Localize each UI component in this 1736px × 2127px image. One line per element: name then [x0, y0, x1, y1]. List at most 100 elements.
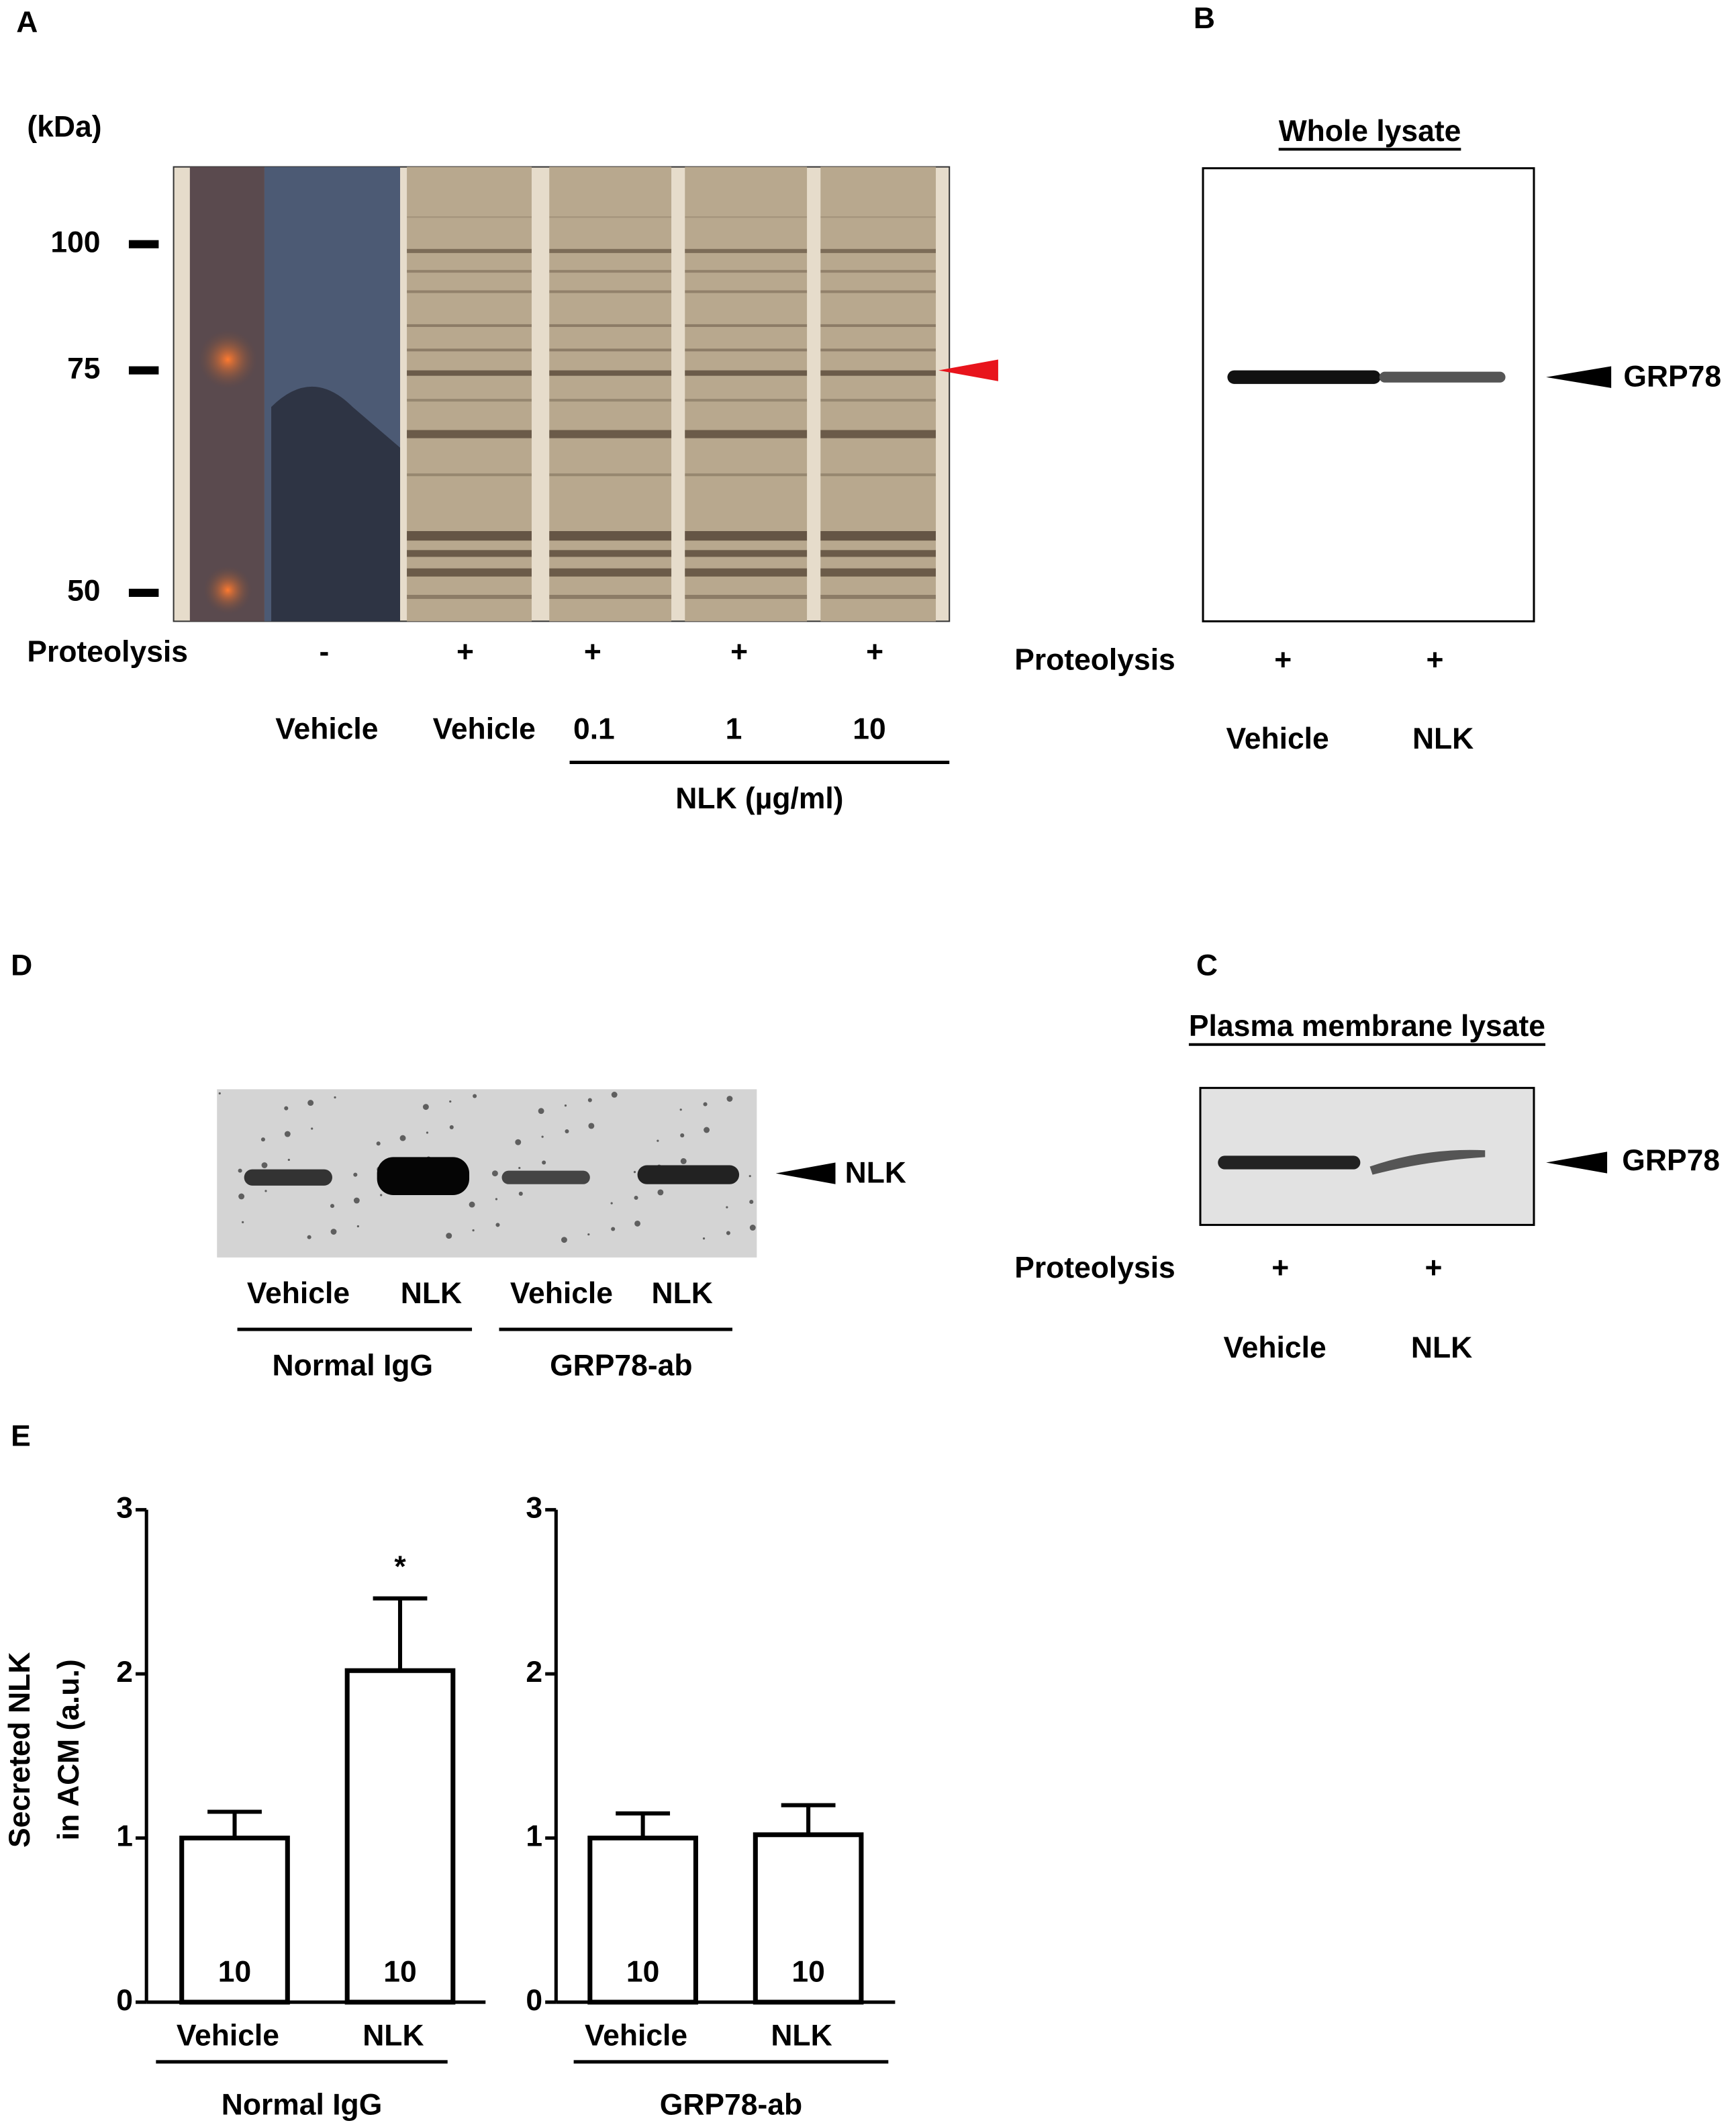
- y-tick-label: 2: [526, 1656, 542, 1689]
- treatment: Vehicle: [247, 1277, 350, 1310]
- unit-label: (kDa): [27, 111, 101, 144]
- x-tick-label: Vehicle: [585, 2019, 687, 2052]
- arrowhead: [1546, 1151, 1608, 1174]
- speckle: [749, 1175, 751, 1178]
- panel-label: E: [11, 1419, 31, 1452]
- speckle: [238, 1168, 242, 1173]
- blot-b: [1202, 167, 1535, 622]
- speckle: [611, 1227, 616, 1231]
- gel-band: [549, 348, 672, 352]
- panel-title: Whole lysate: [1279, 115, 1461, 148]
- panel-label: C: [1196, 949, 1218, 982]
- speckle: [469, 1201, 475, 1208]
- sign: +: [1274, 644, 1292, 677]
- gel-band: [820, 324, 936, 327]
- treatment: 0.1: [573, 713, 615, 746]
- gel-band: [549, 370, 672, 376]
- group-label: GRP78-ab: [660, 2088, 802, 2121]
- gel-band: [407, 473, 532, 477]
- gel-band: [407, 531, 532, 541]
- n-label: 10: [218, 1955, 251, 1988]
- treatment: NLK: [652, 1277, 713, 1310]
- y-axis-label: Secreted NLK: [3, 1652, 36, 1848]
- gel-band: [820, 248, 936, 253]
- speckle: [538, 1108, 544, 1115]
- speckle: [242, 1221, 244, 1223]
- speckle: [218, 1092, 221, 1095]
- gel-band: [549, 270, 672, 273]
- bar: [587, 1836, 698, 2005]
- gel-band: [549, 473, 672, 477]
- speckle: [587, 1233, 590, 1236]
- speckle: [446, 1233, 452, 1239]
- sign: +: [584, 636, 601, 669]
- gel-lane: [820, 167, 936, 622]
- speckle: [749, 1225, 756, 1231]
- speckle: [238, 1193, 245, 1200]
- gel-band: [685, 550, 808, 557]
- panel-title: Plasma membrane lysate: [1189, 1010, 1545, 1043]
- gel-band: [549, 430, 672, 438]
- treatment: Vehicle: [1226, 722, 1329, 755]
- gel-shadow: [271, 386, 400, 622]
- speckle: [564, 1104, 567, 1107]
- marker-dash: [128, 366, 159, 375]
- speckle: [380, 1194, 383, 1196]
- gel-band: [685, 399, 808, 402]
- gel-band: [685, 473, 808, 477]
- gel-band: [549, 248, 672, 253]
- y-tick-label: 1: [526, 1819, 542, 1852]
- gel-band: [685, 270, 808, 273]
- speckle: [284, 1106, 289, 1110]
- gel-band: [407, 348, 532, 352]
- speckle: [307, 1100, 314, 1106]
- ladder-band: [203, 565, 252, 615]
- blot-band: [1379, 371, 1506, 383]
- gel-band: [407, 270, 532, 273]
- gel-band: [685, 290, 808, 293]
- treatment: Vehicle: [433, 713, 536, 746]
- speckle: [376, 1141, 381, 1146]
- arrowhead: [1546, 366, 1612, 388]
- speckle: [495, 1198, 498, 1200]
- panel-label: A: [16, 6, 38, 39]
- x-tick-label: Vehicle: [177, 2019, 279, 2052]
- treatment: NLK: [1412, 722, 1474, 755]
- blot-band: [1227, 370, 1381, 384]
- speckle: [680, 1158, 687, 1164]
- gel-band: [820, 531, 936, 541]
- gel-band: [549, 290, 672, 293]
- speckle: [518, 1191, 523, 1196]
- row-label: Proteolysis: [1014, 644, 1175, 677]
- speckle: [587, 1098, 592, 1102]
- speckle: [353, 1197, 360, 1204]
- gel-lane: [685, 167, 808, 622]
- x-tick-label: NLK: [771, 2019, 832, 2052]
- gel-band: [685, 248, 808, 253]
- gel-band: [685, 348, 808, 352]
- speckle: [334, 1096, 336, 1099]
- gel-band: [549, 324, 672, 327]
- y-tick-label: 3: [526, 1491, 542, 1524]
- speckle: [749, 1200, 754, 1204]
- sign: +: [1427, 644, 1444, 677]
- gel-band: [820, 348, 936, 352]
- group-label: Normal IgG: [222, 2088, 383, 2121]
- speckle: [491, 1170, 498, 1177]
- gel-band: [407, 594, 532, 600]
- treatment: 1: [726, 713, 742, 746]
- treatment: 10: [853, 713, 885, 746]
- gel-band: [685, 324, 808, 327]
- marker-dash: [128, 588, 159, 598]
- y-tick-label: 0: [116, 1984, 133, 2017]
- y-tick-label: 3: [116, 1491, 133, 1524]
- speckle: [679, 1108, 682, 1111]
- group-label: Normal IgG: [273, 1349, 434, 1382]
- gel-lanes: [407, 167, 936, 622]
- speckle: [633, 1171, 636, 1174]
- gel-lane: [549, 167, 672, 622]
- ladder-lane: [189, 167, 264, 622]
- speckle: [495, 1223, 500, 1227]
- gel-band: [549, 399, 672, 402]
- speckle: [287, 1158, 290, 1162]
